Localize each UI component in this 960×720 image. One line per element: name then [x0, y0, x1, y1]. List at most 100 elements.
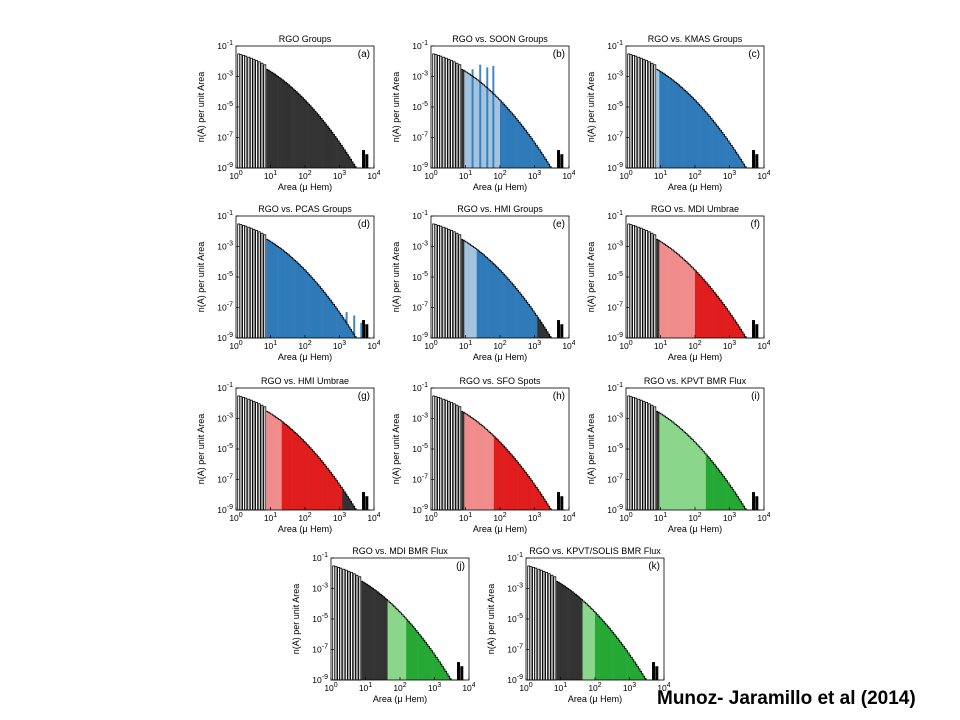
overlay-spike: [479, 64, 482, 168]
reference-outline: [656, 410, 761, 511]
hist-bar: [346, 154, 349, 168]
hist-bar: [278, 247, 281, 338]
overlay-spike: [486, 67, 489, 168]
hist-bar: [685, 433, 688, 510]
hist-bar: [482, 254, 485, 338]
hist-bar: [584, 602, 586, 680]
low-bin-bar: [645, 230, 649, 339]
hist-bar: [489, 90, 491, 168]
hist-bar: [643, 676, 645, 680]
hist-bar: [738, 326, 741, 338]
low-bin-bar: [344, 569, 348, 681]
hist-bar: [702, 451, 705, 510]
hist-bar: [489, 260, 491, 338]
hist-bar: [507, 109, 510, 168]
hist-bar: [328, 128, 331, 168]
hist-bar: [663, 74, 666, 168]
hist-bar: [331, 132, 334, 168]
hist-bar: [524, 472, 527, 510]
hist-bar: [568, 589, 571, 680]
hist-bar: [291, 257, 293, 338]
low-bin-bar: [642, 228, 646, 339]
hist-bar: [521, 126, 524, 168]
hist-bar: [362, 582, 365, 680]
reference-outline: [266, 68, 371, 169]
hist-bar: [468, 416, 471, 510]
hist-bar: [277, 246, 279, 338]
x-tick-label: 101: [264, 340, 277, 351]
hist-bar: [527, 304, 530, 338]
hist-bar: [314, 281, 317, 338]
hist-bar: [464, 241, 467, 338]
hist-bar: [567, 588, 569, 680]
hist-bar: [300, 266, 303, 338]
hist-bar: [671, 79, 674, 168]
hist-bar: [659, 413, 662, 510]
x-tick-label: 102: [688, 340, 701, 351]
hist-bar: [619, 642, 622, 680]
hist-bar: [688, 436, 691, 510]
chart-title: RGO vs. MDI Umbrae: [651, 204, 739, 214]
hist-bar: [297, 93, 300, 168]
y-tick-label: 10-1: [607, 40, 623, 51]
hist-bar: [696, 102, 699, 168]
hist-bar: [273, 74, 276, 168]
x-axis-label: Area (μ Hem): [668, 352, 722, 362]
hist-bar: [368, 586, 371, 680]
hist-bar: [294, 90, 296, 168]
hist-bar: [281, 79, 284, 168]
hist-bar: [716, 468, 719, 510]
hist-bar: [682, 88, 685, 168]
hist-bar: [495, 266, 498, 338]
low-bin-bar: [550, 574, 554, 681]
hist-bar: [441, 666, 444, 680]
hist-bar: [593, 611, 596, 680]
hist-bar: [677, 84, 680, 168]
hist-bar: [733, 319, 736, 338]
hist-bar: [301, 439, 304, 510]
y-tick-label: 10-9: [217, 332, 233, 343]
low-bin-bar: [242, 54, 245, 169]
low-bin-bar: [437, 224, 440, 339]
y-tick-label: 10-9: [412, 332, 428, 343]
hist-bar: [375, 590, 378, 680]
low-bin-bar: [444, 227, 448, 339]
hist-bar: [690, 266, 693, 338]
low-bin-bar: [639, 399, 643, 511]
hist-bar: [328, 470, 331, 510]
hist-bar: [267, 412, 270, 510]
overlay-spike: [471, 69, 474, 168]
hist-bar: [695, 270, 697, 338]
hist-bar: [337, 310, 340, 338]
hist-bar: [548, 506, 550, 510]
low-bin-bar: [634, 55, 638, 169]
hist-bar: [291, 429, 293, 510]
hist-bar: [590, 608, 593, 680]
hist-bar: [622, 646, 625, 680]
hist-bar: [618, 640, 621, 680]
hist-bar: [738, 156, 741, 168]
hist-bar: [443, 668, 446, 680]
low-bin-bar: [642, 400, 646, 511]
tail-spike: [752, 320, 756, 338]
hist-bar: [724, 136, 727, 168]
hist-bar: [334, 136, 337, 168]
hist-bar: [295, 433, 298, 510]
overlay-spike: [353, 315, 356, 338]
hist-bar: [667, 76, 669, 168]
hist-bar: [303, 269, 306, 338]
y-tick-label: 10-1: [607, 382, 623, 393]
y-tick-label: 10-7: [217, 302, 233, 313]
y-tick-label: 10-3: [312, 583, 328, 594]
hist-bar: [495, 96, 498, 168]
x-tick-label: 103: [333, 512, 346, 523]
hist-bar: [729, 313, 732, 338]
hist-bar: [659, 71, 662, 168]
hist-bar: [462, 70, 465, 168]
hist-bar: [517, 290, 519, 338]
hist-bar: [350, 501, 352, 510]
hist-bar: [449, 678, 452, 680]
reference-outline: [361, 580, 466, 681]
hist-bar: [286, 253, 289, 338]
hist-bar: [630, 657, 633, 680]
